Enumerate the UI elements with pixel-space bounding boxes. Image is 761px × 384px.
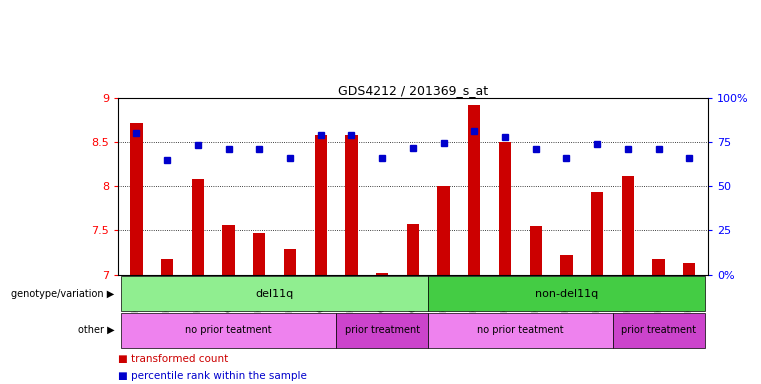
Bar	[376, 273, 388, 275]
Text: del11q: del11q	[256, 289, 294, 299]
Bar	[622, 175, 634, 275]
Title: GDS4212 / 201369_s_at: GDS4212 / 201369_s_at	[338, 84, 488, 97]
Bar	[161, 259, 174, 275]
Bar	[345, 135, 358, 275]
Bar	[192, 179, 204, 275]
Bar	[468, 105, 480, 275]
Bar	[253, 233, 266, 275]
Text: prior treatment: prior treatment	[621, 325, 696, 335]
Text: ■ percentile rank within the sample: ■ percentile rank within the sample	[118, 371, 307, 381]
Text: no prior teatment: no prior teatment	[185, 325, 272, 335]
Bar	[683, 263, 696, 275]
Bar	[530, 226, 542, 275]
Bar	[314, 135, 326, 275]
Bar	[121, 313, 336, 348]
Bar	[130, 122, 142, 275]
Text: genotype/variation ▶: genotype/variation ▶	[11, 289, 114, 299]
Bar	[121, 276, 428, 311]
Bar	[222, 225, 234, 275]
Bar	[284, 249, 296, 275]
Text: ■ transformed count: ■ transformed count	[118, 354, 228, 364]
Bar	[652, 259, 664, 275]
Bar	[428, 313, 613, 348]
Text: no prior teatment: no prior teatment	[477, 325, 564, 335]
Bar	[406, 224, 419, 275]
Bar	[560, 255, 572, 275]
Text: other ▶: other ▶	[78, 325, 114, 335]
Text: non-del11q: non-del11q	[535, 289, 598, 299]
Text: prior treatment: prior treatment	[345, 325, 419, 335]
Bar	[428, 276, 705, 311]
Bar	[438, 186, 450, 275]
Bar	[336, 313, 428, 348]
Bar	[499, 142, 511, 275]
Bar	[591, 192, 603, 275]
Bar	[613, 313, 705, 348]
